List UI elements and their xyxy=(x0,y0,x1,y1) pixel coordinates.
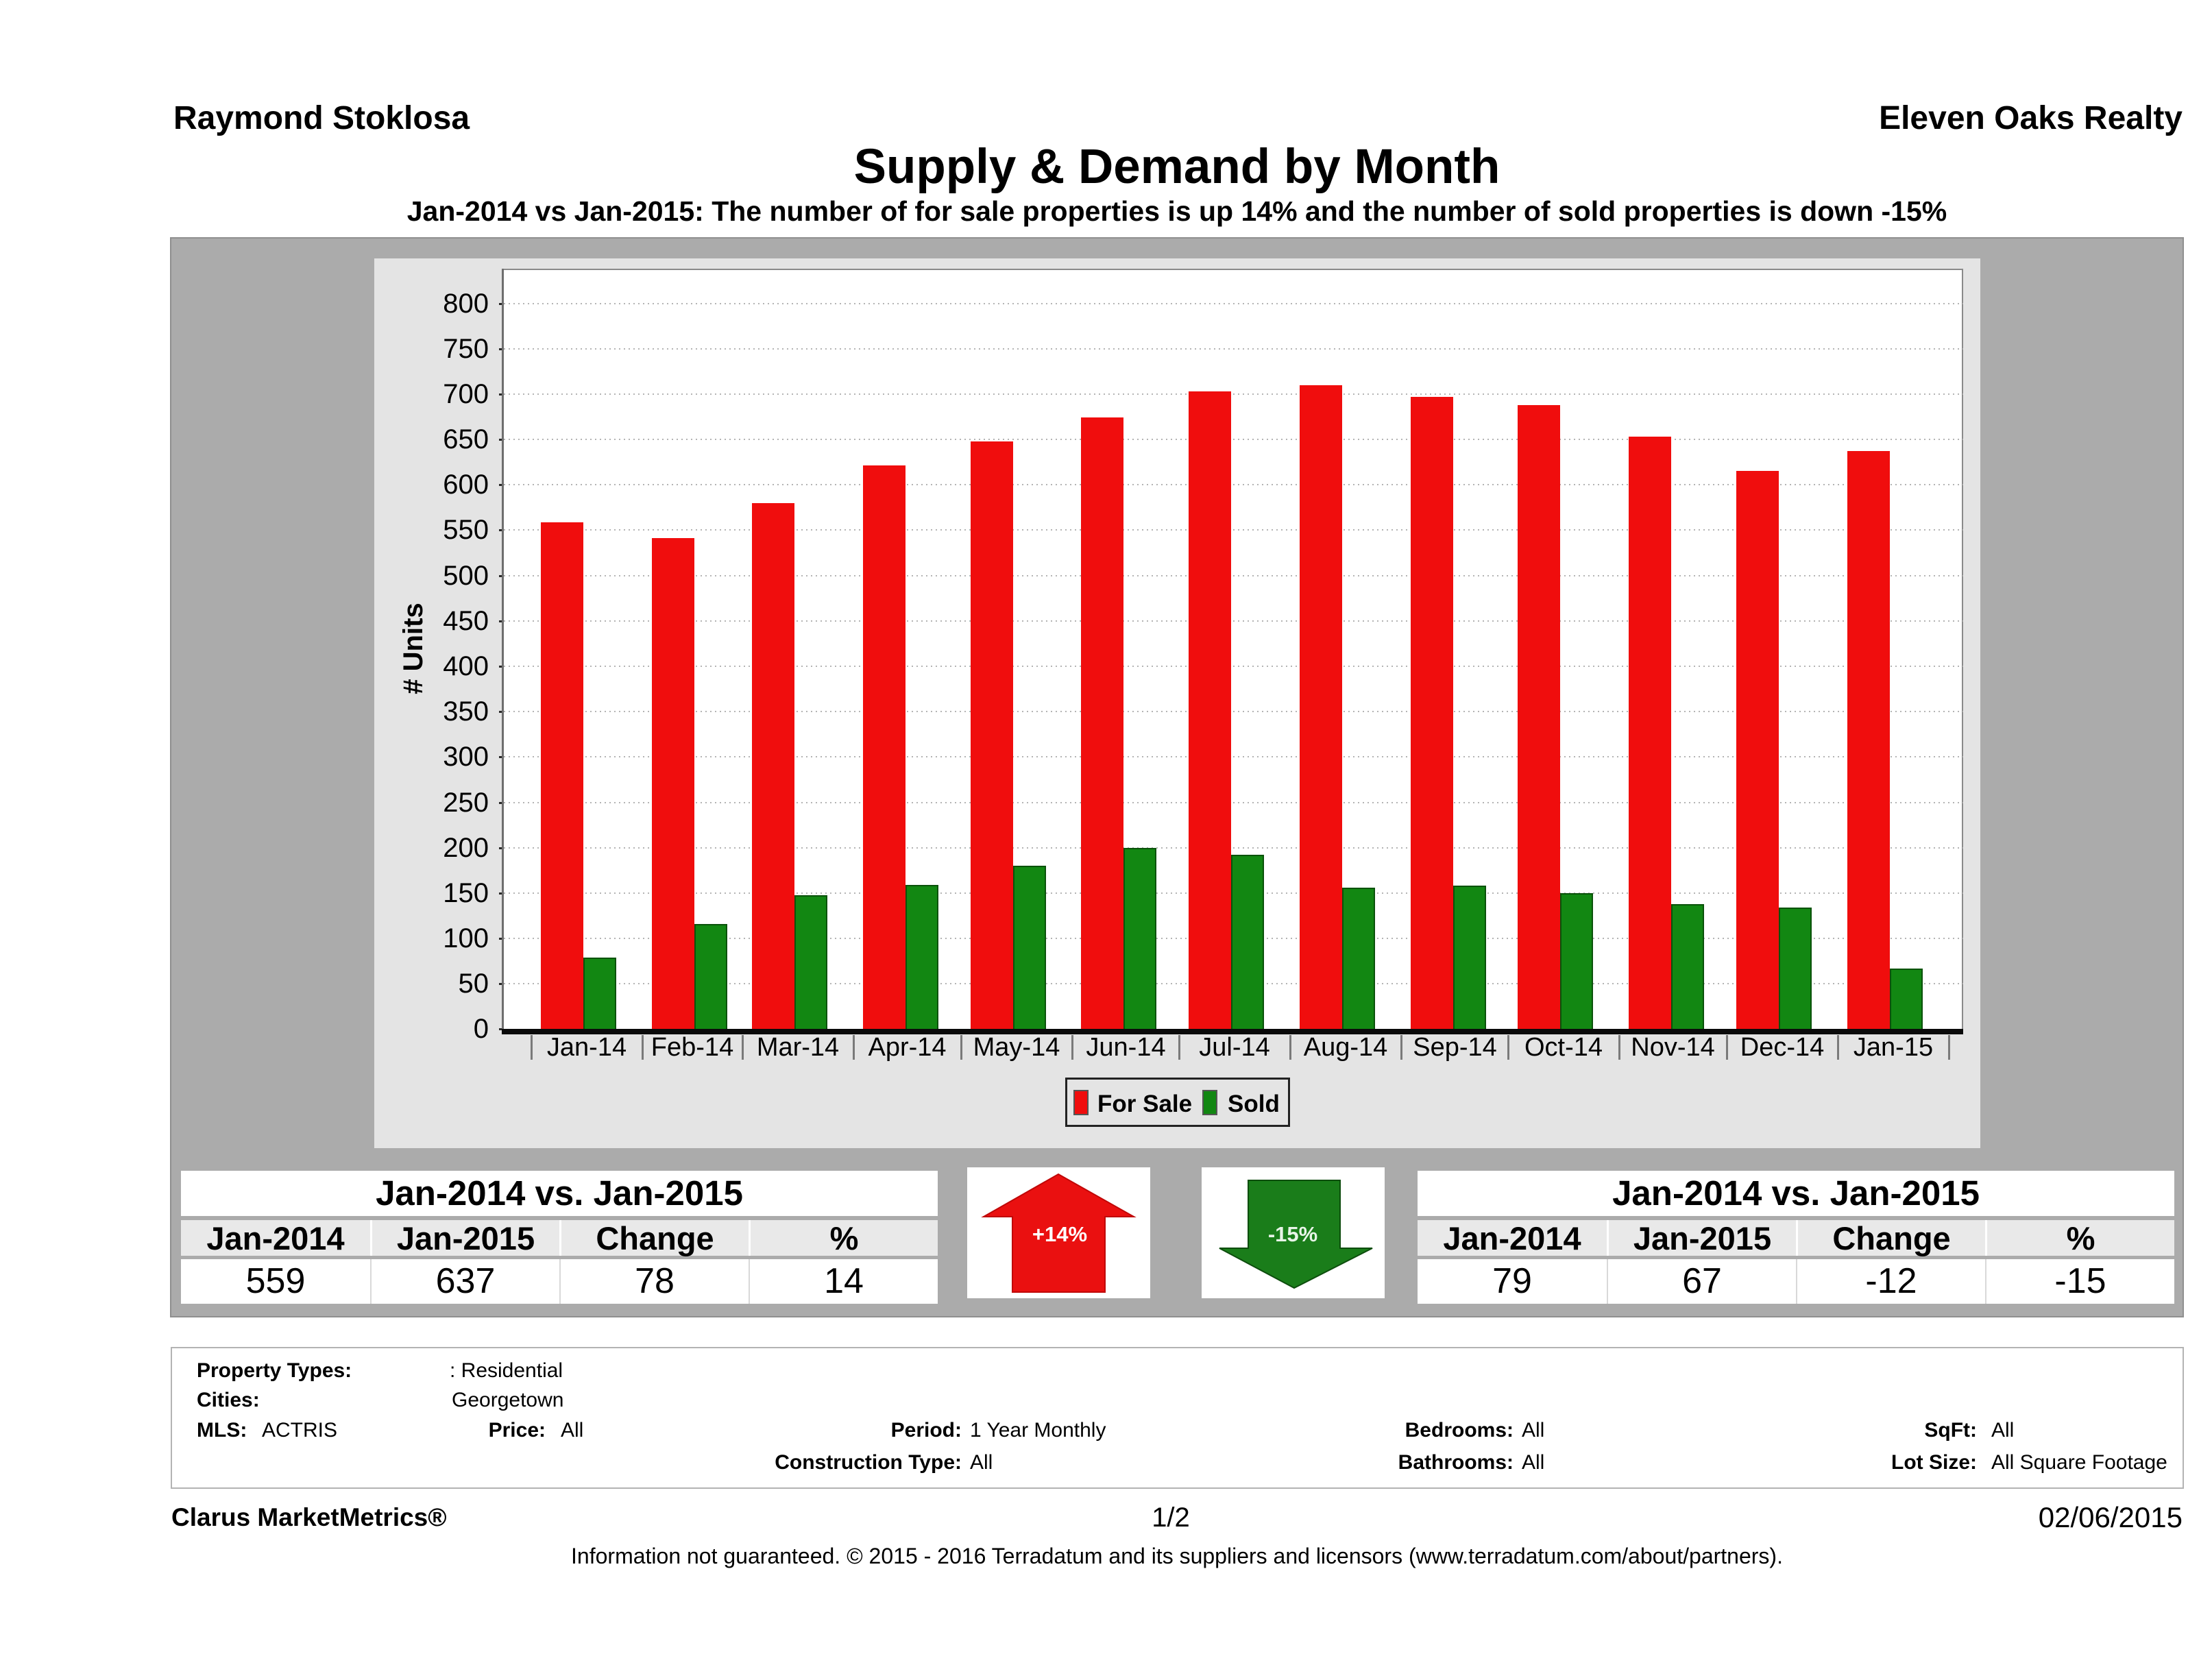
svg-text:+14%: +14% xyxy=(1032,1222,1087,1246)
svg-text:-15%: -15% xyxy=(1268,1222,1317,1246)
